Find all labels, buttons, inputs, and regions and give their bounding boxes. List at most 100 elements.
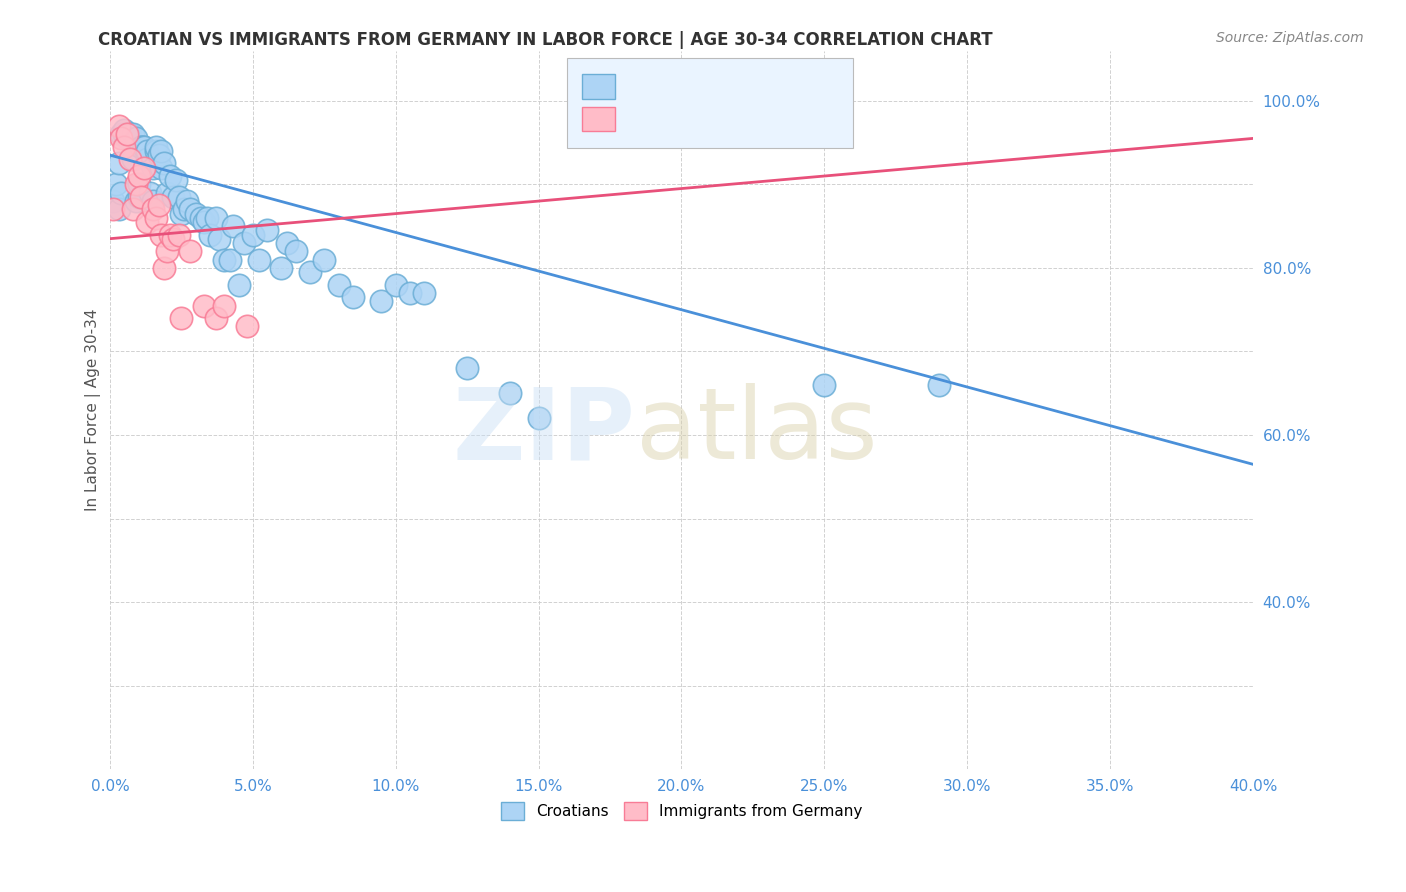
Point (101, 202, 124, 217)
Point (125, 194, 148, 208)
Point (145, 144, 167, 158)
Point (142, 202, 165, 217)
Point (121, 127, 143, 141)
Point (136, 153, 159, 167)
Point (170, 311, 193, 326)
FancyBboxPatch shape (567, 58, 853, 148)
Point (121, 202, 143, 217)
Point (167, 190, 190, 204)
Point (153, 260, 176, 275)
Point (328, 277, 350, 292)
Point (198, 227, 221, 242)
Text: atlas: atlas (636, 383, 877, 480)
Text: CROATIAN VS IMMIGRANTS FROM GERMANY IN LABOR FORCE | AGE 30-34 CORRELATION CHART: CROATIAN VS IMMIGRANTS FROM GERMANY IN L… (98, 31, 993, 49)
Point (118, 153, 141, 167)
Point (190, 211, 212, 225)
Point (125, 178, 148, 192)
Point (115, 131, 138, 145)
Point (125, 131, 148, 145)
Point (813, 378, 835, 392)
Legend: Croatians, Immigrants from Germany: Croatians, Immigrants from Germany (495, 796, 869, 826)
Y-axis label: In Labor Force | Age 30-34: In Labor Force | Age 30-34 (86, 309, 101, 511)
Point (228, 277, 250, 292)
Point (219, 252, 242, 267)
Point (107, 156, 129, 170)
Point (142, 194, 165, 208)
Point (107, 119, 129, 133)
Point (110, 131, 132, 145)
Point (159, 169, 181, 183)
Point (162, 190, 184, 204)
Point (131, 140, 153, 154)
Point (256, 223, 278, 237)
Point (165, 173, 187, 187)
Text: Source: ZipAtlas.com: Source: ZipAtlas.com (1216, 31, 1364, 45)
Point (214, 252, 236, 267)
Point (148, 198, 170, 212)
Point (184, 206, 207, 220)
Point (148, 148, 170, 162)
Point (276, 235, 298, 250)
Point (131, 140, 153, 154)
Point (156, 186, 179, 200)
Point (128, 190, 150, 204)
Point (456, 361, 478, 376)
Point (139, 186, 162, 200)
FancyBboxPatch shape (582, 74, 616, 99)
Point (118, 131, 141, 145)
Point (242, 227, 264, 242)
Point (204, 311, 226, 326)
Point (384, 277, 406, 292)
Point (413, 285, 436, 300)
Point (179, 244, 201, 259)
Point (156, 244, 179, 259)
Point (118, 127, 141, 141)
Point (179, 202, 201, 217)
Point (112, 140, 135, 154)
Point (128, 169, 150, 183)
Point (399, 285, 422, 300)
Point (222, 219, 245, 234)
Point (236, 319, 259, 334)
Point (112, 123, 135, 137)
Point (207, 232, 229, 246)
Point (145, 140, 167, 154)
Point (370, 294, 392, 309)
Point (193, 299, 215, 313)
Point (150, 161, 173, 175)
FancyBboxPatch shape (582, 107, 616, 131)
Point (134, 140, 156, 154)
Point (527, 411, 550, 425)
Point (128, 178, 150, 192)
Point (499, 386, 522, 401)
Point (115, 127, 138, 141)
Point (153, 156, 176, 170)
Point (145, 211, 167, 225)
Point (233, 235, 256, 250)
Point (101, 194, 124, 208)
Point (314, 252, 336, 267)
Point (170, 206, 193, 220)
Point (173, 202, 195, 217)
Point (193, 215, 215, 229)
Point (150, 144, 173, 158)
Point (110, 127, 132, 141)
Point (136, 144, 159, 158)
Point (342, 290, 364, 304)
Point (204, 211, 226, 225)
Point (104, 178, 127, 192)
Point (142, 161, 165, 175)
Point (110, 186, 132, 200)
Point (162, 232, 184, 246)
Text: R = -0.450   N = 74: R = -0.450 N = 74 (627, 78, 834, 95)
Point (118, 131, 141, 145)
Point (150, 227, 173, 242)
Point (131, 190, 153, 204)
Point (176, 194, 198, 208)
Point (167, 227, 190, 242)
Point (298, 265, 321, 279)
Point (112, 127, 135, 141)
Point (159, 227, 181, 242)
Text: ZIP: ZIP (453, 383, 636, 480)
Point (195, 211, 218, 225)
